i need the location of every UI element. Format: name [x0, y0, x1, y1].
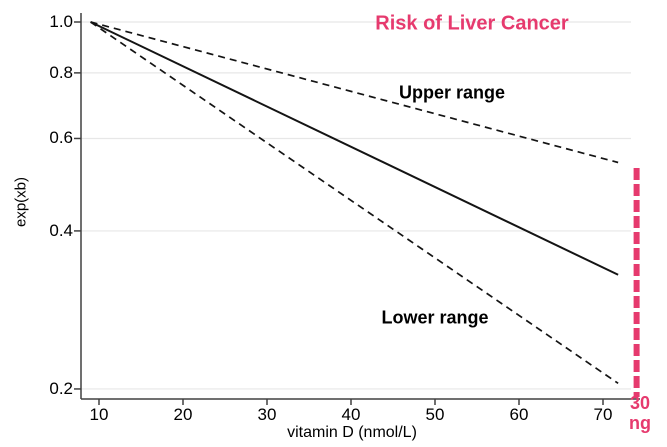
y-tick-label: 0.2: [49, 378, 73, 398]
chart-title: Risk of Liver Cancer: [375, 12, 569, 35]
x-tick-label: 10: [89, 405, 109, 424]
x-tick-label: 20: [173, 405, 193, 424]
x-tick-label: 30: [257, 405, 277, 424]
lower-range-label: Lower range: [381, 307, 489, 328]
y-tick-label: 0.8: [49, 62, 73, 82]
x-tick-label: 60: [509, 405, 529, 424]
reference-line-label-unit: ng: [629, 413, 651, 433]
reference-line-label: 30 ng: [629, 393, 651, 433]
upper-range-label: Upper range: [398, 82, 506, 103]
y-tick-label: 0.4: [49, 220, 73, 240]
series-upper-range: [90, 21, 619, 164]
series-estimate: [90, 21, 619, 276]
series-lower-range: [90, 21, 619, 385]
y-axis-title: exp(xb): [12, 176, 30, 228]
y-tick-label: 1.0: [49, 12, 73, 31]
reference-line-label-value: 30: [629, 393, 651, 413]
y-tick-label: 0.6: [49, 128, 73, 148]
x-axis-title: vitamin D (nmol/L): [287, 424, 417, 441]
x-tick-label: 70: [593, 405, 613, 424]
x-tick-label: 50: [425, 405, 445, 424]
x-tick-label: 40: [341, 405, 361, 424]
